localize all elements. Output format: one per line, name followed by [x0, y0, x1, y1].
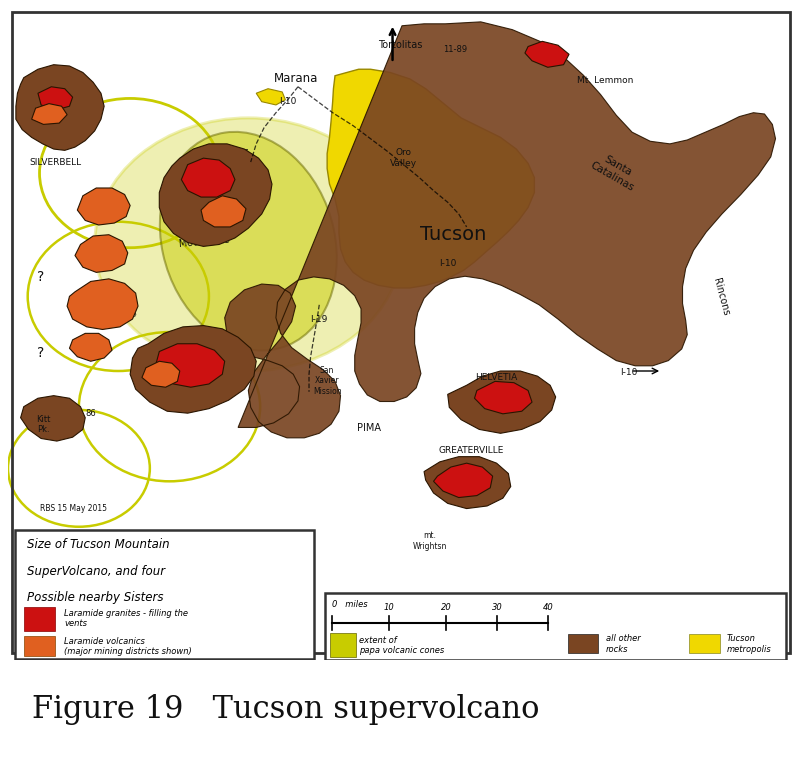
Text: Mt. Lemmon: Mt. Lemmon	[577, 76, 634, 85]
Text: 20: 20	[441, 603, 451, 612]
Text: Size of Tucson Mountain: Size of Tucson Mountain	[27, 538, 170, 551]
FancyBboxPatch shape	[567, 635, 598, 653]
Text: I-10: I-10	[620, 368, 638, 376]
Polygon shape	[225, 22, 775, 438]
Text: 30: 30	[492, 603, 502, 612]
Polygon shape	[424, 457, 510, 509]
Polygon shape	[448, 371, 556, 433]
Polygon shape	[182, 158, 235, 197]
Text: Santa Cruz
Brawley
Wash: Santa Cruz Brawley Wash	[206, 147, 248, 177]
Ellipse shape	[160, 132, 337, 351]
Text: mt.
Wrightsn: mt. Wrightsn	[412, 531, 446, 551]
Text: 0   miles: 0 miles	[332, 600, 367, 609]
Polygon shape	[156, 344, 225, 387]
Polygon shape	[525, 41, 569, 68]
Text: ?: ?	[38, 346, 45, 360]
Polygon shape	[32, 104, 67, 124]
Text: Santa
Catalinas: Santa Catalinas	[588, 150, 642, 193]
Text: I-10: I-10	[439, 260, 456, 269]
Text: Kitt
Pk.: Kitt Pk.	[36, 414, 50, 434]
Text: HELVETIA: HELVETIA	[475, 373, 518, 382]
Polygon shape	[327, 69, 534, 288]
Polygon shape	[434, 463, 493, 498]
FancyBboxPatch shape	[15, 530, 314, 659]
Polygon shape	[75, 235, 128, 272]
Polygon shape	[70, 333, 112, 361]
Text: Marana: Marana	[274, 72, 318, 86]
Polygon shape	[130, 326, 256, 413]
Text: 40: 40	[543, 603, 554, 612]
Text: Figure 19   Tucson supervolcano: Figure 19 Tucson supervolcano	[32, 694, 539, 726]
Text: SuperVolcano, and four: SuperVolcano, and four	[27, 565, 166, 578]
FancyBboxPatch shape	[689, 635, 720, 653]
FancyBboxPatch shape	[325, 594, 786, 660]
Text: 86: 86	[86, 408, 96, 417]
FancyBboxPatch shape	[24, 636, 55, 657]
Polygon shape	[142, 361, 180, 387]
Polygon shape	[38, 87, 73, 110]
Text: extent of
papa volcanic cones: extent of papa volcanic cones	[359, 635, 444, 655]
Polygon shape	[21, 395, 86, 441]
Text: I-10: I-10	[279, 97, 297, 106]
Text: 86: 86	[190, 352, 201, 361]
FancyBboxPatch shape	[24, 607, 55, 631]
Text: Possible nearby Sisters: Possible nearby Sisters	[27, 591, 164, 604]
Text: SILVERBELL: SILVERBELL	[30, 158, 82, 166]
Text: RBS 15 May 2015: RBS 15 May 2015	[39, 504, 106, 513]
Text: Tucson
Mountains: Tucson Mountains	[177, 223, 230, 249]
Text: ?: ?	[38, 270, 45, 284]
Text: 11-89: 11-89	[443, 46, 468, 55]
Text: GREATERVILLE: GREATERVILLE	[438, 446, 504, 455]
Text: Tucson
metropolis: Tucson metropolis	[727, 635, 772, 653]
Text: 10: 10	[384, 603, 394, 612]
Polygon shape	[16, 65, 104, 150]
Polygon shape	[159, 144, 272, 247]
Polygon shape	[201, 196, 246, 227]
Polygon shape	[474, 381, 532, 414]
Polygon shape	[67, 279, 138, 329]
Text: Laramide granites - filling the
vents: Laramide granites - filling the vents	[64, 609, 188, 628]
Text: Rincons: Rincons	[711, 276, 731, 317]
Text: 3 Points: 3 Points	[186, 364, 222, 372]
Text: San
Xavier
Mission: San Xavier Mission	[313, 366, 342, 395]
Circle shape	[94, 118, 402, 371]
Polygon shape	[78, 188, 130, 225]
Text: Rosario: Rosario	[112, 289, 138, 320]
Polygon shape	[256, 89, 286, 105]
Text: Tortolitas: Tortolitas	[378, 40, 422, 50]
Text: Oro
Valley: Oro Valley	[390, 149, 417, 168]
Text: Tucson: Tucson	[420, 225, 486, 244]
Text: Laramide volcanics
(major mining districts shown): Laramide volcanics (major mining distric…	[64, 637, 192, 656]
Text: I-19: I-19	[310, 314, 328, 323]
Text: PIMA: PIMA	[357, 423, 381, 433]
FancyBboxPatch shape	[330, 633, 356, 657]
Text: all other
rocks: all other rocks	[606, 635, 640, 653]
